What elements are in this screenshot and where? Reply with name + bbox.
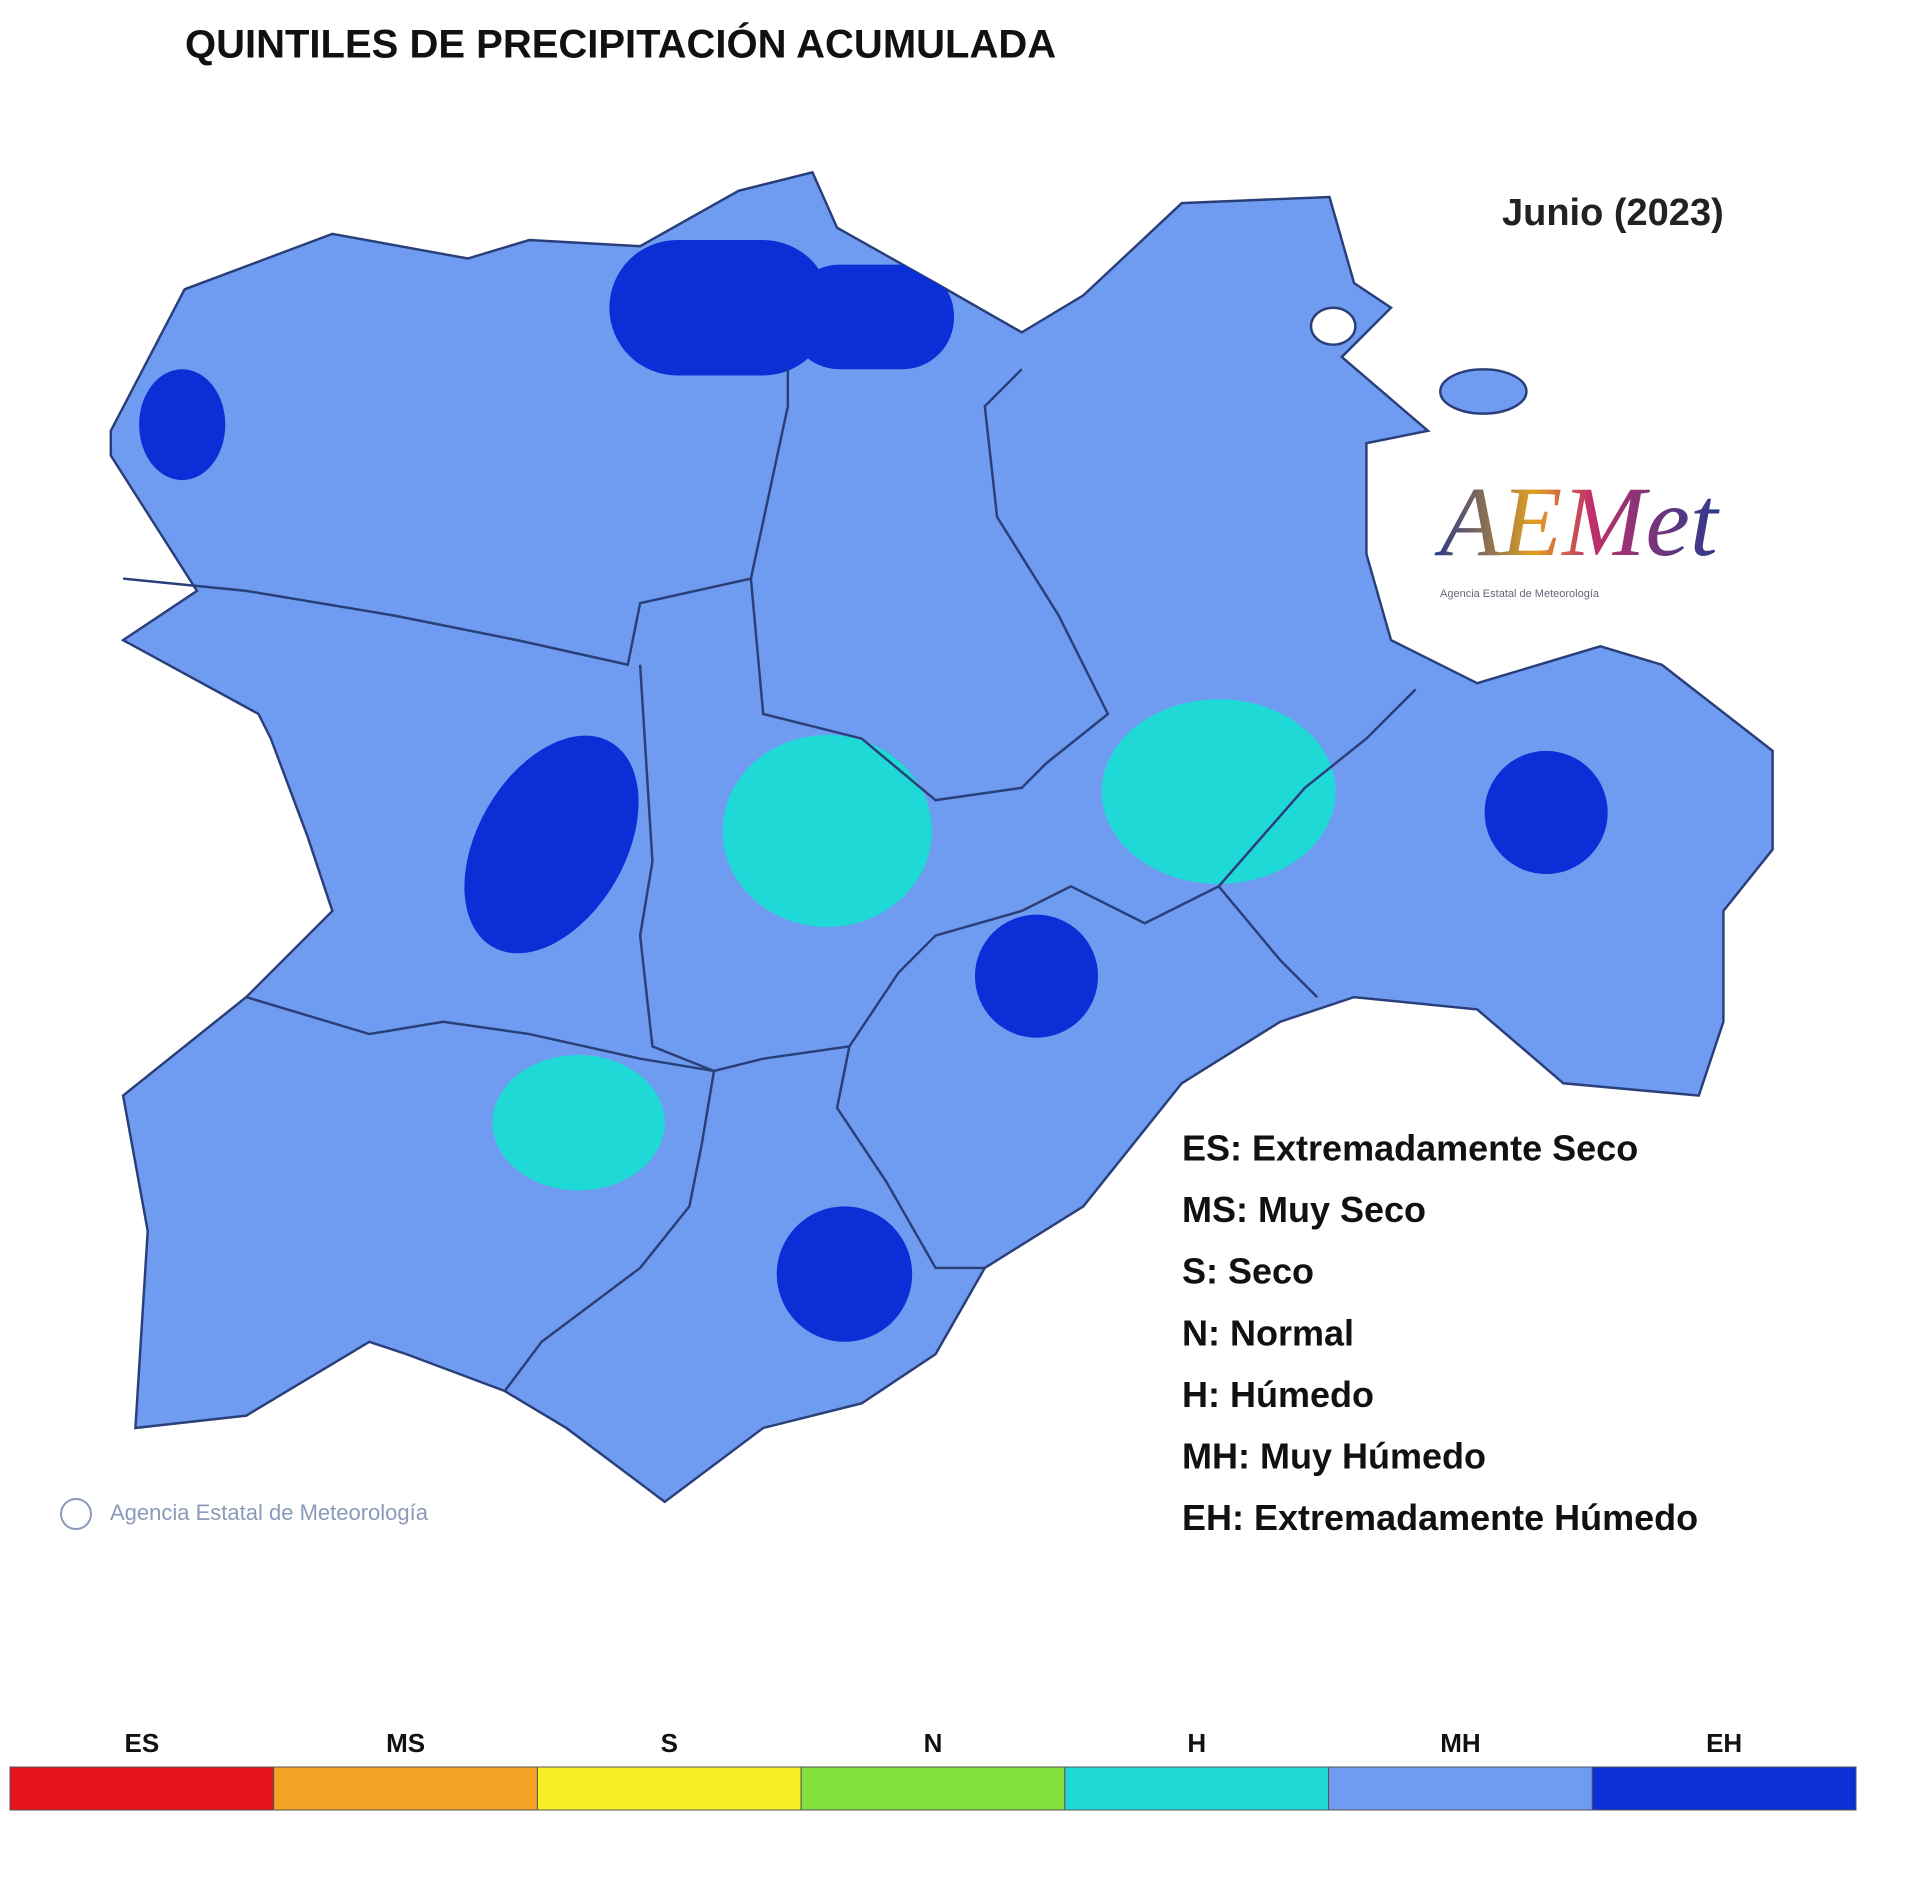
province-border	[835, 1046, 985, 1270]
credit-icon	[60, 1498, 92, 1530]
legend-entry: MS: Muy Seco	[1182, 1189, 1426, 1230]
eh-area	[609, 240, 831, 376]
credit: Agencia Estatal de Meteorología	[60, 1498, 429, 1530]
period-label: Junio (2023)	[1502, 192, 1724, 234]
scale-swatch	[273, 1766, 538, 1811]
province-border	[245, 995, 716, 1392]
province-border	[638, 664, 1417, 1073]
credit-text: Agencia Estatal de Meteorología	[110, 1500, 429, 1525]
province-border	[122, 369, 790, 667]
exclave	[1439, 368, 1528, 415]
enclave	[1309, 306, 1357, 346]
logo: AEMet Agencia Estatal de Meteorología	[1434, 466, 1720, 600]
province-border	[749, 368, 1110, 802]
scale-label: ES	[125, 1728, 160, 1758]
map-title: QUINTILES DE PRECIPITACIÓN ACUMULADA	[185, 21, 1056, 67]
eh-area	[139, 369, 226, 481]
h-area	[492, 1054, 665, 1191]
legend-entry: N: Normal	[1182, 1312, 1354, 1353]
province-border	[1217, 885, 1319, 998]
province-borders	[122, 368, 1417, 1392]
legend: ES: Extremadamente Seco MS: Muy Seco S: Se…	[1182, 1128, 1698, 1539]
eh-area	[464, 735, 639, 954]
logo-subtitle: Agencia Estatal de Meteorología	[1440, 588, 1600, 600]
h-area	[722, 734, 932, 927]
scale-label: N	[924, 1728, 943, 1758]
color-scale: ES MS S N H MH EH	[9, 1728, 1857, 1811]
scale-label: MS	[386, 1728, 425, 1758]
legend-entry: EH: Extremadamente Húmedo	[1182, 1497, 1698, 1538]
scale-swatch	[1328, 1766, 1593, 1811]
eh-area	[1484, 750, 1608, 875]
scale-swatch	[1591, 1766, 1857, 1811]
eh-area	[776, 1206, 913, 1342]
scale-label: EH	[1706, 1728, 1742, 1758]
legend-entry: S: Seco	[1182, 1251, 1314, 1292]
scale-swatch	[9, 1766, 275, 1811]
scale-swatch	[1064, 1766, 1330, 1811]
legend-entry: H: Húmedo	[1182, 1374, 1374, 1415]
scale-label: MH	[1440, 1728, 1480, 1758]
logo-name: AEMet	[1434, 466, 1720, 577]
legend-entry: ES: Extremadamente Seco	[1182, 1128, 1638, 1169]
h-area	[1101, 699, 1336, 884]
quintile-areas	[139, 240, 1608, 1342]
scale-label: H	[1187, 1728, 1206, 1758]
eh-area	[787, 264, 955, 370]
eh-area	[974, 914, 1099, 1038]
scale-swatch	[800, 1766, 1066, 1811]
region-map	[109, 170, 1774, 1504]
scale-swatch	[536, 1766, 802, 1811]
legend-entry: MH: Muy Húmedo	[1182, 1436, 1486, 1477]
scale-label: S	[661, 1728, 678, 1758]
